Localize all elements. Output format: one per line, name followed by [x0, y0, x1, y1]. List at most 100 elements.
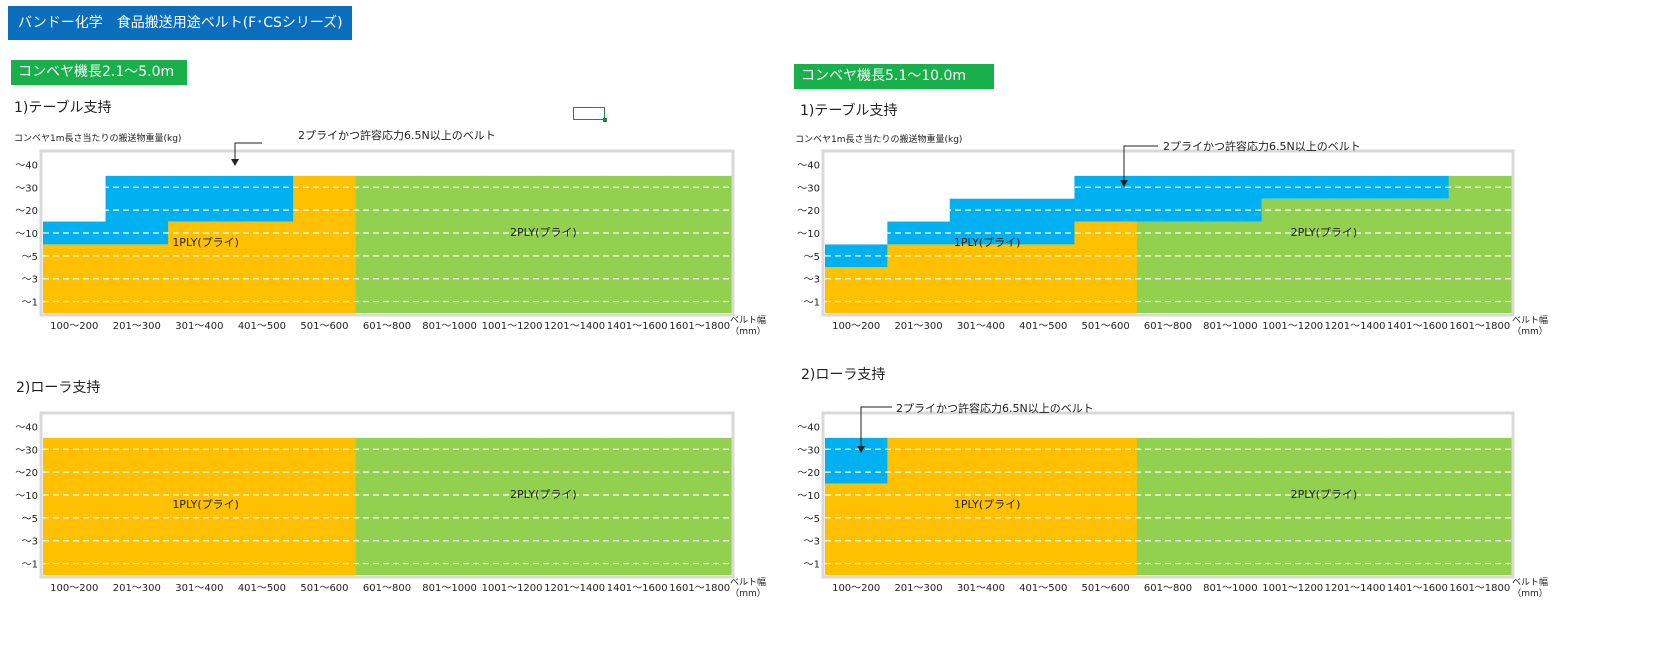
two-ply-cell [1448, 175, 1512, 313]
x-tick-label: 601～800 [1144, 583, 1192, 594]
y-tick-label: ～3 [804, 537, 820, 548]
y-tick-label: ～10 [15, 229, 38, 240]
two-ply-cell [543, 175, 607, 313]
two-ply-cell [605, 437, 669, 575]
x-tick-label: 801～1000 [1203, 583, 1258, 594]
two-ply-cell [668, 175, 732, 313]
plot-frame [821, 411, 1515, 579]
y-tick-label: ～40 [15, 422, 38, 433]
y-tick-label: ～40 [797, 160, 820, 171]
one-ply-cell [43, 437, 107, 575]
annotation-arrow-line [1123, 145, 1158, 181]
plot-frame [39, 411, 735, 579]
x-tick-label: 301～400 [957, 583, 1005, 594]
high-stress-cell [1074, 175, 1138, 222]
x-axis-title: ベルト幅 （mm） [1508, 316, 1552, 338]
one-ply-cell [293, 437, 357, 575]
one-ply-cell [1074, 221, 1138, 313]
two-ply-cell [418, 175, 482, 313]
two-ply-cell [1448, 437, 1512, 575]
one-ply-label: 1PLY(プライ) [954, 498, 1021, 511]
one-ply-cell [1012, 244, 1075, 313]
x-tick-label: 100～200 [832, 583, 880, 594]
x-tick-label: 301～400 [957, 321, 1005, 332]
x-axis-title: ベルト幅 （mm） [726, 316, 770, 338]
x-tick-label: 201～300 [894, 583, 942, 594]
x-tick-label: 801～1000 [422, 583, 477, 594]
x-tick-label: 100～200 [832, 321, 880, 332]
x-tick-label: 1001～1200 [1262, 321, 1323, 332]
high-stress-cell [1199, 175, 1263, 222]
high-stress-cell [230, 175, 294, 222]
x-tick-label: 501～600 [1082, 321, 1130, 332]
selection-marker[interactable] [573, 107, 607, 122]
high-stress-cell [825, 437, 888, 484]
y-tick-label: ～3 [22, 537, 38, 548]
x-tick-label: 301～400 [175, 583, 223, 594]
high-stress-cell [1136, 175, 1200, 222]
y-tick-label: ～3 [804, 275, 820, 286]
y-tick-label: ～20 [797, 206, 820, 217]
x-axis-title-line1: ベルト幅 [1511, 316, 1548, 326]
one-ply-cell [168, 221, 232, 313]
annotation-arrow-head [1120, 180, 1128, 187]
x-tick-label: 801～1000 [1203, 321, 1258, 332]
one-ply-cell [293, 175, 357, 313]
annotation-arrow-line [860, 406, 892, 447]
plot-frame [821, 149, 1515, 317]
one-ply-cell [1012, 437, 1075, 575]
high-stress-cell [168, 175, 232, 222]
high-stress-cell [949, 198, 1013, 245]
one-ply-cell [168, 437, 232, 575]
y-tick-label: ～1 [22, 298, 38, 309]
two-ply-cell [1261, 198, 1325, 313]
two-ply-cell [543, 437, 607, 575]
y-tick-label: ～30 [797, 445, 820, 456]
two-ply-cell [418, 437, 482, 575]
one-ply-cell [825, 267, 888, 313]
annotation-arrow-head [857, 446, 865, 453]
one-ply-cell [949, 437, 1013, 575]
two-ply-cell [1136, 437, 1200, 575]
two-ply-cell [480, 437, 544, 575]
y-tick-label: ～10 [15, 491, 38, 502]
x-tick-label: 401～500 [1019, 583, 1067, 594]
two-ply-cell [668, 437, 732, 575]
y-tick-label: ～1 [804, 560, 820, 571]
x-tick-label: 601～800 [363, 583, 411, 594]
x-axis-title-line2: （mm） [730, 589, 766, 599]
y-tick-label: ～3 [22, 275, 38, 286]
x-tick-label: 1601～1800 [669, 583, 730, 594]
x-tick-label: 1601～1800 [1449, 583, 1510, 594]
x-tick-label: 100～200 [50, 583, 98, 594]
x-tick-label: 1401～1600 [607, 321, 668, 332]
two-ply-cell [1323, 437, 1387, 575]
x-tick-label: 401～500 [1019, 321, 1067, 332]
x-tick-label: 501～600 [300, 321, 348, 332]
x-tick-label: 1401～1600 [607, 583, 668, 594]
section-badge-long: コンベヤ機長5.1～10.0m [794, 64, 994, 89]
y-tick-label: ～30 [15, 183, 38, 194]
high-stress-cell [1261, 175, 1325, 199]
one-ply-cell [1074, 437, 1138, 575]
x-tick-label: 601～800 [363, 321, 411, 332]
annotation-arrow-line [234, 142, 262, 160]
two-ply-cell [1136, 221, 1200, 313]
x-tick-label: 401～500 [238, 321, 286, 332]
x-axis-title: ベルト幅 （mm） [1508, 578, 1552, 600]
x-tick-label: 301～400 [175, 321, 223, 332]
roller-support-title-right: 2)ローラ支持 [801, 367, 886, 383]
two-ply-cell [355, 175, 419, 313]
x-axis-title-line1: ベルト幅 [729, 578, 766, 588]
x-tick-label: 1201～1400 [544, 583, 605, 594]
annotation-high-stress: 2プライかつ許容応力6.5N以上のベルト [896, 402, 1094, 415]
x-tick-label: 1601～1800 [1449, 321, 1510, 332]
x-tick-label: 100～200 [50, 321, 98, 332]
y-tick-label: ～30 [15, 445, 38, 456]
x-axis-title-line2: （mm） [1512, 589, 1548, 599]
x-tick-label: 501～600 [300, 583, 348, 594]
two-ply-cell [1261, 437, 1325, 575]
one-ply-cell [230, 437, 294, 575]
